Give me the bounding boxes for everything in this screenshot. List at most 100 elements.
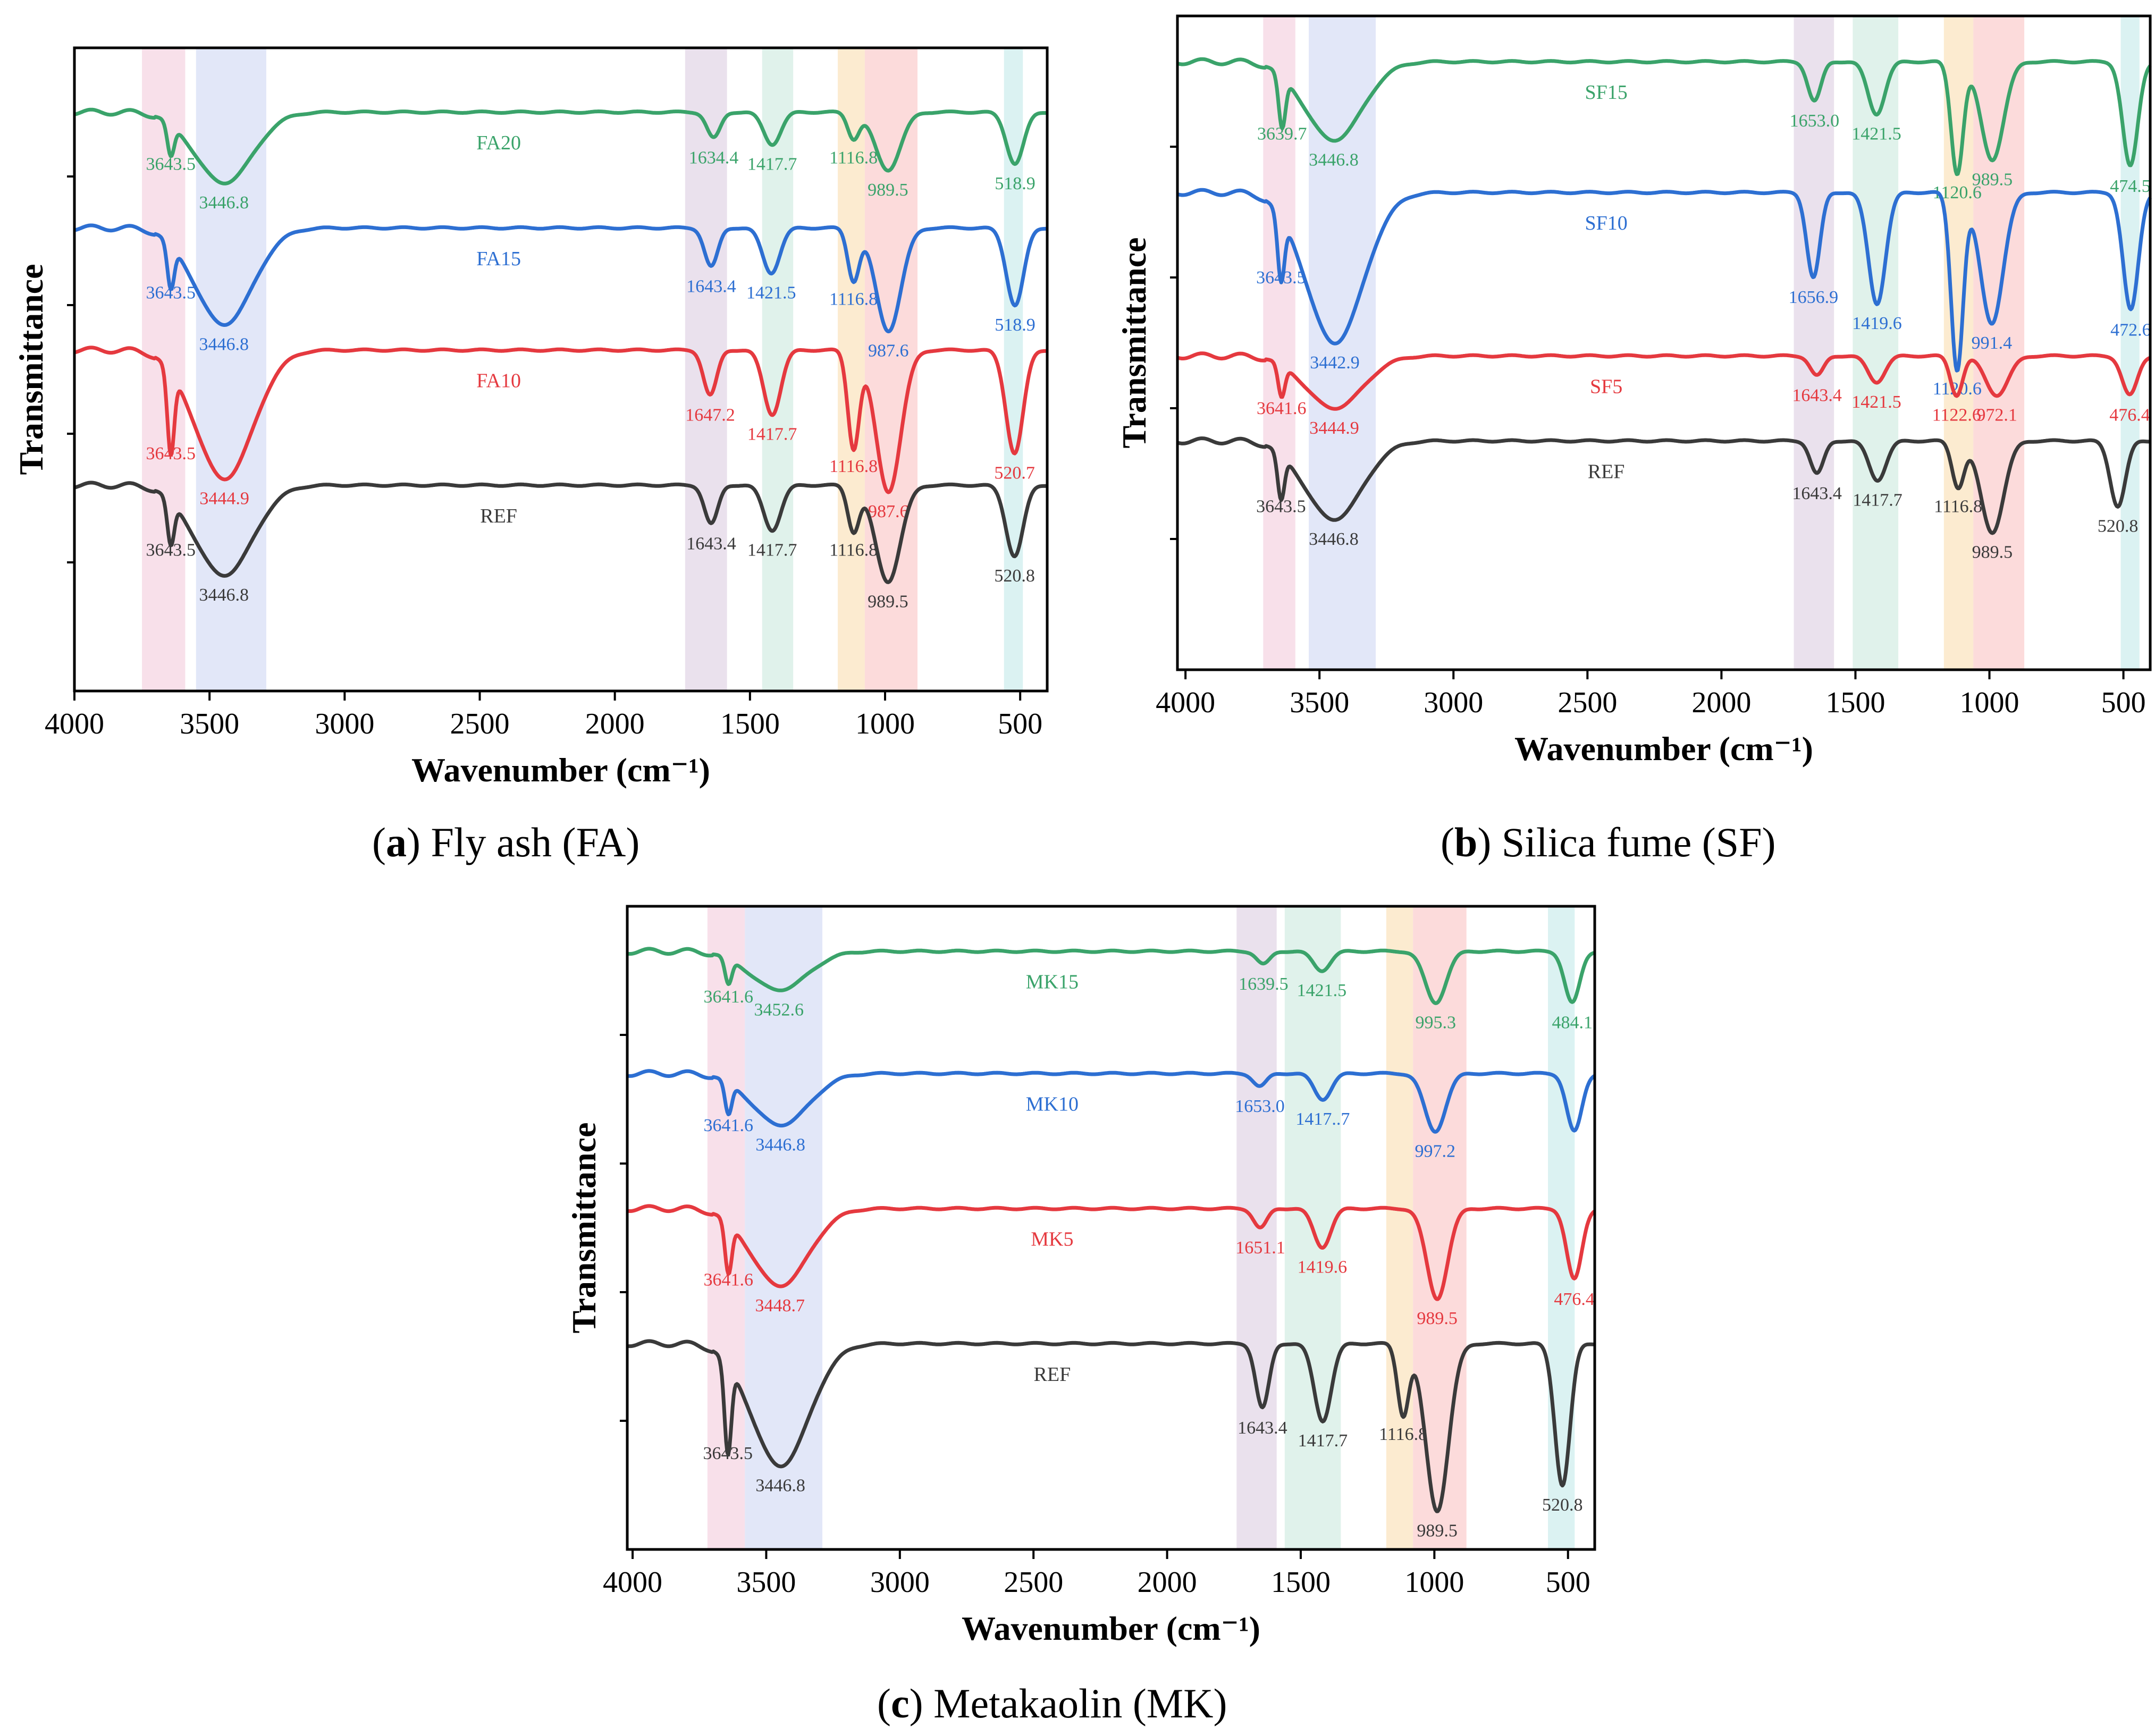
series-line-ref <box>626 1339 1596 1513</box>
series-label-fa10: FA10 <box>476 370 521 392</box>
x-tick-label: 2000 <box>1138 1566 1197 1599</box>
x-tick-label: 3000 <box>315 707 374 740</box>
peak-label: 3641.6 <box>703 987 753 1007</box>
peak-label: 3446.8 <box>755 1476 805 1496</box>
series-label-sf10: SF10 <box>1585 212 1627 234</box>
caption-c: (c) Metakaolin (MK) <box>877 1680 1227 1726</box>
peak-label: 1417.7 <box>747 425 797 444</box>
peak-label: 987.6 <box>868 502 909 521</box>
x-tick-label: 2500 <box>1558 686 1617 719</box>
peak-label: 3643.5 <box>146 283 196 303</box>
band-2 <box>1236 906 1277 1549</box>
band-3 <box>762 48 794 691</box>
band-2 <box>1794 16 1834 670</box>
peak-label: 3446.8 <box>199 193 249 213</box>
series-label-ref: REF <box>480 505 517 527</box>
peak-label: 1417.7 <box>1298 1431 1348 1451</box>
peak-label: 1651.1 <box>1235 1238 1285 1258</box>
series-label-sf15: SF15 <box>1585 81 1627 104</box>
x-tick-label: 3000 <box>1424 686 1483 719</box>
peak-label: 3448.7 <box>755 1296 805 1316</box>
x-tick-label: 1500 <box>720 707 780 740</box>
peak-label: 1647.2 <box>685 405 735 425</box>
series-label-ref: REF <box>1588 461 1625 483</box>
peak-label: 991.4 <box>1972 333 2013 353</box>
peak-label: 476.4 <box>2109 405 2150 425</box>
series-label-fa20: FA20 <box>476 132 521 154</box>
peak-label: 1116.8 <box>829 541 878 560</box>
peak-label: 1643.4 <box>1792 484 1842 503</box>
peak-label: 3442.9 <box>1310 353 1360 373</box>
x-tick-label: 1500 <box>1825 686 1885 719</box>
peak-label: 520.7 <box>994 463 1035 483</box>
peak-label: 1417.7 <box>747 155 797 174</box>
peak-label: 520.8 <box>1542 1495 1583 1515</box>
peak-label: 1639.5 <box>1239 974 1289 994</box>
peak-label: 1122.6 <box>1932 405 1981 425</box>
x-axis-label: Wavenumber (cm⁻¹) <box>1514 730 1813 768</box>
peak-label: 484.1 <box>1552 1013 1593 1033</box>
peak-label: 1419.6 <box>1852 314 1902 333</box>
peak-label: 1116.8 <box>1379 1425 1427 1444</box>
peak-label: 3446.8 <box>1309 529 1359 549</box>
series-label-ref: REF <box>1034 1363 1071 1386</box>
peak-label: 989.5 <box>1972 543 2013 562</box>
x-tick-label: 2500 <box>450 707 510 740</box>
peak-label: 1116.8 <box>829 457 878 476</box>
x-tick-label: 4000 <box>45 707 104 740</box>
peak-label: 1417..7 <box>1295 1109 1350 1129</box>
peak-label: 997.2 <box>1415 1142 1456 1161</box>
peak-label: 1634.4 <box>689 148 739 167</box>
series-label-sf5: SF5 <box>1590 376 1622 398</box>
series-line-ref <box>73 481 1048 584</box>
band-4 <box>1386 906 1413 1549</box>
peak-label: 518.9 <box>995 315 1036 335</box>
peak-label: 1421.5 <box>1851 124 1901 144</box>
peak-label: 1116.8 <box>829 148 878 167</box>
x-tick-label: 3500 <box>736 1566 796 1599</box>
peak-label: 1421.5 <box>1851 392 1901 412</box>
peak-label: 520.8 <box>2098 517 2139 536</box>
peak-label: 3446.8 <box>1309 150 1359 170</box>
x-tick-label: 2000 <box>1691 686 1751 719</box>
peak-label: 3643.5 <box>703 1444 753 1463</box>
peak-label: 3452.6 <box>754 1000 804 1019</box>
peak-label: 1643.4 <box>686 276 736 296</box>
peak-label: 3643.5 <box>146 541 196 560</box>
y-axis-label: Transmittance <box>565 1123 603 1334</box>
caption-a: (a) Fly ash (FA) <box>372 819 640 865</box>
x-tick-label: 2000 <box>585 707 645 740</box>
peak-label: 3446.8 <box>755 1135 805 1154</box>
peak-label: 1656.9 <box>1789 288 1839 307</box>
x-tick-label: 3500 <box>1290 686 1349 719</box>
peak-label: 1643.4 <box>1238 1418 1287 1438</box>
band-5 <box>864 48 917 691</box>
band-5 <box>1413 906 1467 1549</box>
peak-label: 995.3 <box>1415 1013 1456 1033</box>
peak-label: 1116.8 <box>1934 497 1982 517</box>
series-line-mk10 <box>626 1069 1596 1134</box>
x-tick-label: 3500 <box>180 707 239 740</box>
peak-label: 1643.4 <box>1792 386 1842 406</box>
peak-label: 474.5 <box>2110 176 2151 196</box>
x-tick-label: 4000 <box>1156 686 1215 719</box>
peak-label: 989.5 <box>1417 1309 1458 1328</box>
x-tick-label: 500 <box>2101 686 2146 719</box>
peak-label: 3643.5 <box>1256 497 1306 517</box>
peak-label: 3643.5 <box>1256 268 1306 288</box>
peak-label: 989.5 <box>1972 170 2013 190</box>
x-tick-label: 500 <box>1546 1566 1590 1599</box>
band-6 <box>2120 16 2140 670</box>
peak-label: 1653.0 <box>1790 111 1840 131</box>
peak-label: 987.6 <box>868 341 909 360</box>
series-label-mk15: MK15 <box>1026 971 1079 993</box>
series-line-fa20 <box>73 107 1048 186</box>
peak-label: 1643.4 <box>686 534 736 553</box>
x-tick-label: 1000 <box>1960 686 2019 719</box>
peak-label: 518.9 <box>995 174 1036 193</box>
peak-label: 989.5 <box>868 592 908 611</box>
peak-label: 3641.6 <box>1257 399 1307 418</box>
